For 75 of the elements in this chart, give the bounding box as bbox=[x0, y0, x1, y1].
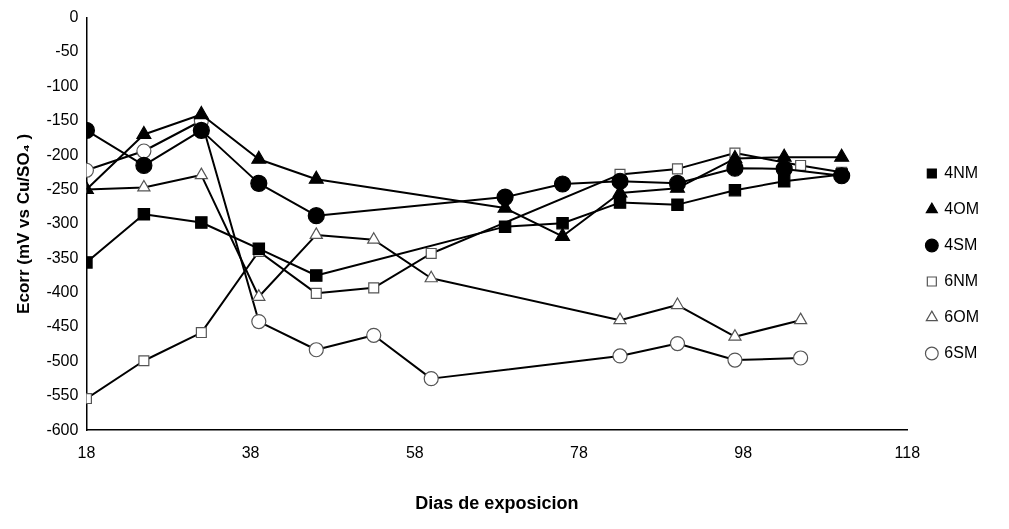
point bbox=[307, 207, 325, 225]
y-tick-label: -350 bbox=[46, 248, 79, 266]
point bbox=[555, 227, 571, 241]
point bbox=[613, 196, 627, 209]
point bbox=[553, 175, 572, 193]
y-tick-label: 0 bbox=[69, 8, 79, 26]
y-tick-label: -100 bbox=[46, 76, 79, 94]
legend-label: 4NM bbox=[944, 163, 979, 181]
x-tick-label: 118 bbox=[894, 444, 921, 462]
point bbox=[194, 167, 209, 180]
point bbox=[367, 232, 381, 244]
point bbox=[310, 287, 322, 299]
legend-label: 6NM bbox=[944, 271, 979, 289]
y-tick-label: -450 bbox=[46, 317, 79, 335]
point bbox=[670, 297, 685, 310]
point bbox=[251, 150, 267, 164]
point bbox=[425, 247, 437, 260]
y-axis-title: Ecorr (mV vs Cu/SO₄ ) bbox=[13, 133, 33, 314]
point bbox=[252, 289, 266, 301]
y-tick-label: -500 bbox=[46, 351, 79, 369]
point bbox=[612, 348, 628, 364]
point bbox=[611, 172, 629, 190]
x-tick-label: 38 bbox=[241, 444, 260, 462]
legend-label: 4OM bbox=[944, 199, 979, 217]
point bbox=[728, 329, 742, 341]
point bbox=[137, 179, 151, 192]
legend-label: 6SM bbox=[944, 343, 978, 361]
point bbox=[195, 216, 208, 229]
x-tick-label: 18 bbox=[77, 444, 96, 462]
point bbox=[136, 125, 152, 140]
point bbox=[309, 227, 323, 239]
y-tick-label: -400 bbox=[46, 283, 79, 301]
point bbox=[308, 170, 324, 184]
point bbox=[671, 198, 684, 211]
point bbox=[669, 335, 686, 352]
y-tick-label: -150 bbox=[46, 111, 79, 129]
point bbox=[251, 313, 267, 330]
point bbox=[136, 143, 152, 159]
point bbox=[308, 342, 324, 358]
x-axis-title: Dias de exposicion bbox=[415, 493, 579, 514]
y-tick-label: -250 bbox=[46, 179, 79, 197]
y-tick-label: -200 bbox=[46, 145, 79, 163]
point bbox=[498, 220, 512, 233]
point bbox=[424, 270, 438, 283]
y-tick-label: -300 bbox=[46, 214, 79, 232]
point bbox=[777, 175, 791, 188]
point bbox=[727, 352, 743, 368]
point bbox=[776, 148, 792, 162]
point bbox=[834, 148, 850, 162]
point bbox=[671, 163, 684, 175]
x-tick-label: 98 bbox=[734, 444, 753, 462]
point bbox=[366, 327, 382, 343]
y-tick-label: -50 bbox=[55, 42, 79, 60]
point bbox=[613, 312, 627, 325]
legend-label: 6OM bbox=[944, 307, 979, 325]
y-tick-label: -550 bbox=[46, 386, 79, 404]
point bbox=[556, 216, 569, 230]
point bbox=[137, 208, 151, 221]
point bbox=[423, 371, 439, 387]
point bbox=[793, 350, 809, 366]
x-tick-label: 78 bbox=[570, 444, 588, 462]
y-tick-label: -600 bbox=[46, 420, 79, 438]
point bbox=[310, 269, 323, 282]
point bbox=[250, 174, 268, 192]
x-tick-label: 58 bbox=[405, 444, 424, 462]
point bbox=[135, 156, 153, 175]
point bbox=[728, 183, 742, 197]
point bbox=[193, 105, 209, 120]
point bbox=[195, 327, 207, 339]
point bbox=[138, 355, 150, 367]
point bbox=[793, 312, 808, 325]
legend-label: 4SM bbox=[944, 235, 978, 253]
point bbox=[727, 149, 743, 164]
point bbox=[192, 121, 210, 139]
point bbox=[368, 282, 380, 294]
